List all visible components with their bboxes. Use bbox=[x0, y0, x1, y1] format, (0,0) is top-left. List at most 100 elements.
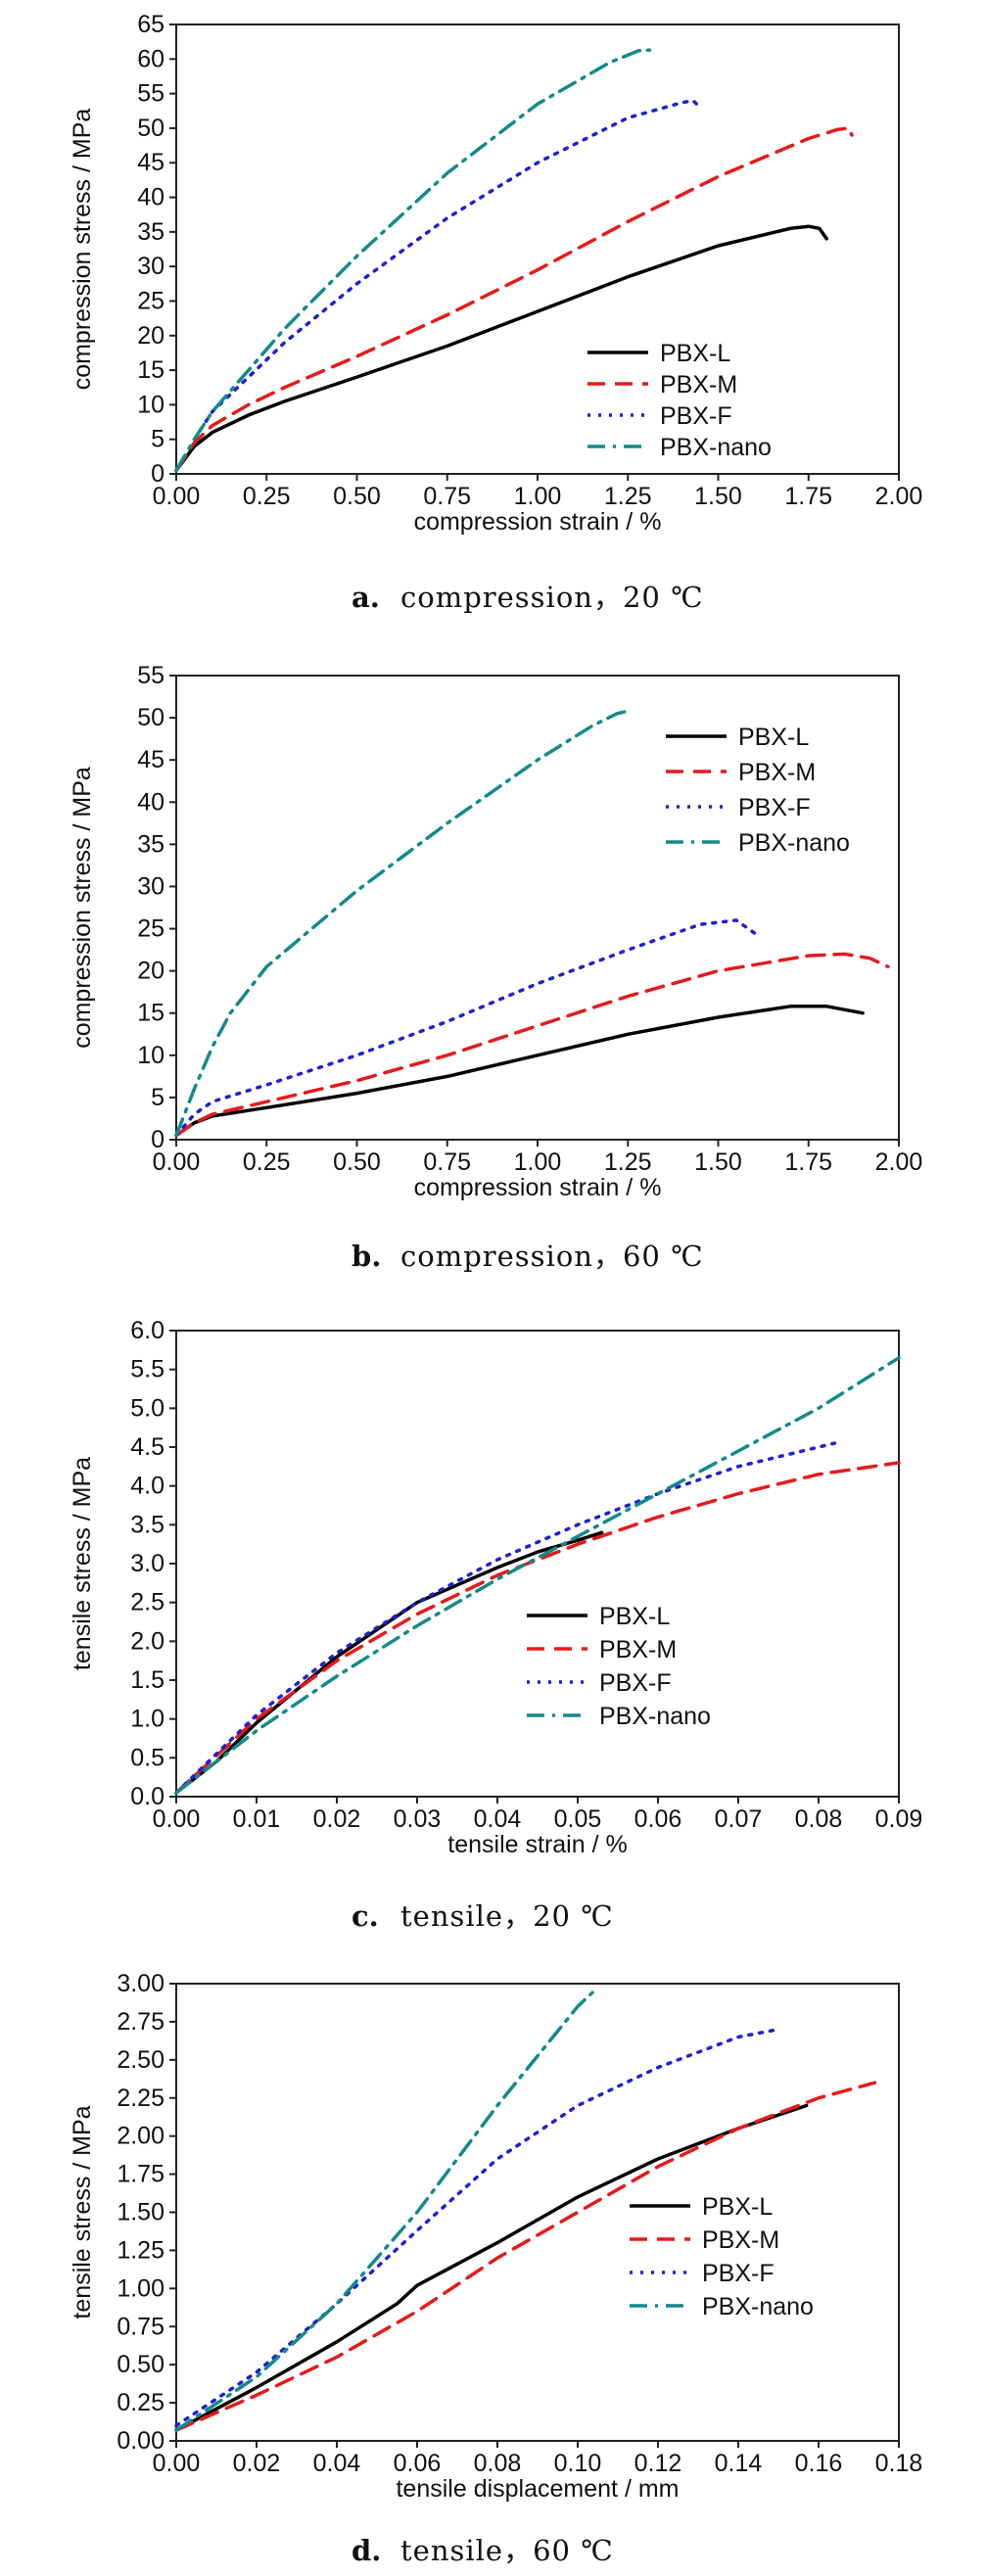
legend: PBX-L PBX-M PBX-F PBX-nano bbox=[587, 340, 772, 461]
series-line-pbx-l bbox=[174, 1005, 865, 1138]
y-tick-label: 15 bbox=[137, 1000, 164, 1027]
y-tick-label: 25 bbox=[137, 287, 164, 314]
y-tick-label: 4.0 bbox=[130, 1473, 164, 1500]
legend-label-pbx-f: PBX-F bbox=[738, 794, 811, 821]
x-tick-label: 0.03 bbox=[394, 1805, 442, 1833]
series-line-pbx-f bbox=[174, 918, 757, 1138]
y-tick-label: 1.50 bbox=[117, 2199, 164, 2226]
panel-caption: compression，60 ℃ bbox=[400, 1240, 704, 1273]
y-tick-label: 10 bbox=[137, 1042, 164, 1069]
y-axis-label: compression stress / MPa bbox=[69, 767, 96, 1049]
series-line-pbx-m bbox=[174, 1461, 901, 1795]
y-tick-label: 0.25 bbox=[117, 2389, 164, 2416]
x-tick-label: 0.06 bbox=[634, 1805, 682, 1833]
x-axis-label: compression strain / % bbox=[414, 1174, 662, 1201]
x-tick-label: 0.16 bbox=[795, 2450, 843, 2477]
x-tick-label: 0.50 bbox=[333, 483, 381, 510]
series-line-pbx-m bbox=[174, 952, 890, 1138]
x-tick-label: 0.05 bbox=[554, 1805, 602, 1833]
x-tick-label: 0.08 bbox=[795, 1805, 843, 1833]
x-tick-label: 1.75 bbox=[784, 1148, 832, 1176]
y-tick-label: 25 bbox=[137, 915, 164, 943]
y-axis-label: tensile stress / MPa bbox=[69, 2105, 96, 2318]
y-tick-label: 2.00 bbox=[117, 2123, 164, 2150]
y-tick-label: 55 bbox=[137, 80, 164, 108]
panel-caption: tensile，20 ℃ bbox=[400, 1899, 614, 1933]
x-tick-label: 0.02 bbox=[233, 2450, 281, 2477]
series-line-pbx-nano bbox=[174, 1990, 596, 2432]
x-tick-label: 2.00 bbox=[875, 483, 923, 510]
legend-label-pbx-l: PBX-L bbox=[599, 1603, 670, 1630]
x-tick-label: 1.50 bbox=[694, 1148, 742, 1176]
legend: PBX-L PBX-M PBX-F PBX-nano bbox=[630, 2193, 814, 2320]
legend-label-pbx-m: PBX-M bbox=[599, 1636, 677, 1663]
y-axis-label: compression stress / MPa bbox=[69, 109, 96, 391]
legend-label-pbx-f: PBX-F bbox=[702, 2260, 775, 2287]
legend-label-pbx-nano: PBX-nano bbox=[599, 1703, 711, 1730]
y-tick-label: 2.50 bbox=[117, 2046, 164, 2074]
y-tick-label: 45 bbox=[137, 746, 164, 773]
series-line-pbx-l bbox=[174, 224, 828, 473]
y-tick-label: 20 bbox=[137, 958, 164, 985]
y-tick-label: 2.0 bbox=[130, 1627, 164, 1655]
x-tick-label: 0.25 bbox=[243, 483, 291, 510]
y-tick-label: 10 bbox=[137, 391, 164, 418]
series-line-pbx-l bbox=[174, 2103, 809, 2432]
x-tick-label: 0.75 bbox=[423, 483, 471, 510]
y-tick-label: 35 bbox=[137, 218, 164, 246]
x-tick-label: 0.07 bbox=[715, 1805, 763, 1833]
y-tick-label: 20 bbox=[137, 322, 164, 350]
y-tick-label: 30 bbox=[137, 872, 164, 900]
y-tick-label: 50 bbox=[137, 704, 164, 731]
x-axis-label: tensile strain / % bbox=[447, 1831, 627, 1858]
y-tick-label: 0.75 bbox=[117, 2313, 164, 2340]
chart-c: 0.00 0.01 0.02 0.03 0.04 0.05 0.06 0.07 0.08 0.09… bbox=[69, 1317, 922, 1858]
x-tick-label: 0.06 bbox=[394, 2450, 442, 2477]
y-tick-label: 0 bbox=[151, 460, 164, 488]
x-tick-label: 1.25 bbox=[604, 483, 652, 510]
x-tick-label: 0.02 bbox=[313, 1805, 361, 1833]
y-tick-label: 3.0 bbox=[130, 1550, 164, 1577]
y-tick-label: 1.75 bbox=[117, 2161, 164, 2188]
y-tick-label: 5 bbox=[151, 1084, 164, 1111]
y-tick-label: 2.75 bbox=[117, 2008, 164, 2036]
legend-label-pbx-l: PBX-L bbox=[702, 2193, 773, 2221]
x-tick-label: 0.10 bbox=[554, 2450, 602, 2477]
x-tick-label: 0.08 bbox=[474, 2450, 522, 2477]
y-tick-label: 5.5 bbox=[130, 1356, 164, 1383]
panel-caption-letter: a. bbox=[352, 581, 380, 614]
legend-label-pbx-m: PBX-M bbox=[660, 371, 737, 398]
x-tick-label: 0.04 bbox=[313, 2450, 361, 2477]
y-tick-label: 40 bbox=[137, 788, 164, 816]
x-tick-label: 1.00 bbox=[514, 1148, 562, 1176]
y-tick-label: 2.25 bbox=[117, 2084, 164, 2112]
legend-label-pbx-nano: PBX-nano bbox=[738, 829, 850, 857]
legend-label-pbx-l: PBX-L bbox=[660, 340, 730, 367]
series-line-pbx-nano bbox=[174, 1356, 901, 1795]
x-tick-label: 0.00 bbox=[153, 2450, 201, 2477]
y-tick-label: 0.00 bbox=[117, 2427, 164, 2455]
x-axis-label: compression strain / % bbox=[414, 508, 662, 536]
y-axis-label: tensile stress / MPa bbox=[69, 1457, 96, 1670]
y-tick-label: 3.5 bbox=[130, 1511, 164, 1538]
y-tick-label: 65 bbox=[137, 11, 164, 38]
panel-caption-letter: c. bbox=[352, 1899, 379, 1933]
panel-caption: tensile，60 ℃ bbox=[400, 2534, 614, 2567]
series-line-pbx-l bbox=[174, 1530, 604, 1795]
x-tick-label: 0.00 bbox=[153, 483, 201, 510]
plot-frame bbox=[175, 23, 900, 475]
x-tick-label: 0.04 bbox=[474, 1805, 522, 1833]
chart-a: 0.00 0.25 0.50 0.75 1.00 1.25 1.50 1.75 2.00 0 5 10… bbox=[69, 11, 922, 536]
series-line-pbx-m bbox=[174, 2081, 877, 2432]
x-tick-label: 0.00 bbox=[153, 1805, 201, 1833]
y-tick-label: 45 bbox=[137, 149, 164, 176]
x-tick-label: 0.75 bbox=[423, 1148, 471, 1176]
legend-label-pbx-f: PBX-F bbox=[660, 402, 732, 430]
chart-b: 0.00 0.25 0.50 0.75 1.00 1.25 1.50 1.75 2.00 0 5 10… bbox=[69, 662, 922, 1201]
series-line-pbx-nano bbox=[174, 709, 631, 1138]
x-tick-label: 1.00 bbox=[514, 483, 562, 510]
y-tick-label: 30 bbox=[137, 253, 164, 280]
x-tick-label: 0.01 bbox=[233, 1805, 281, 1833]
y-tick-label: 0.0 bbox=[130, 1783, 164, 1810]
